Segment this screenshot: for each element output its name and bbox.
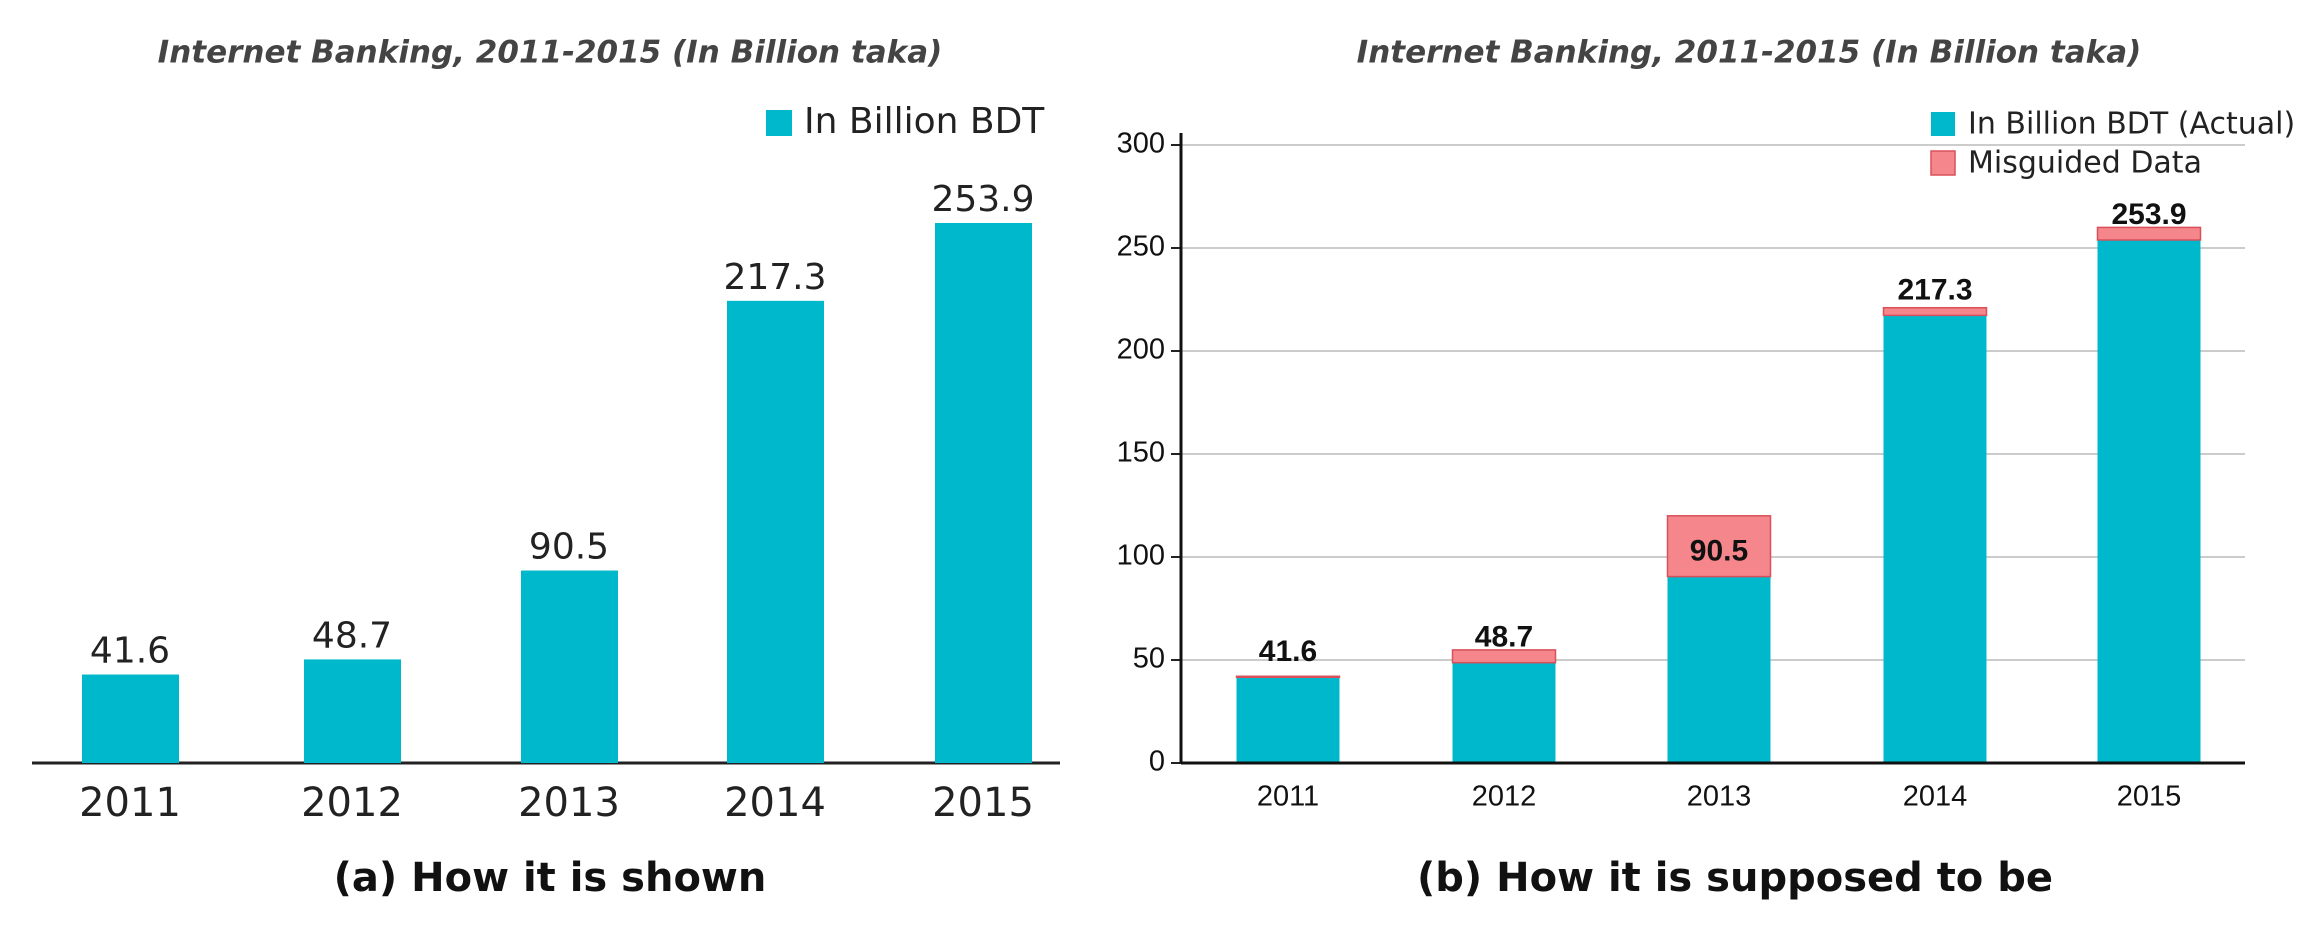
x-tick-label: 2015: [2117, 781, 2182, 813]
x-tick-label: 2015: [932, 780, 1034, 826]
legend-swatch: [766, 110, 792, 136]
data-label: 253.9: [2111, 198, 2186, 231]
caption: (a) How it is shown: [334, 855, 767, 901]
data-label: 217.3: [723, 257, 826, 298]
data-label: 253.9: [931, 179, 1034, 220]
x-tick-label: 2012: [301, 780, 403, 826]
bar: [521, 570, 618, 763]
bar-segment: [2097, 239, 2201, 763]
bar-segment: [1235, 675, 1341, 679]
x-tick-label: 2011: [79, 780, 181, 826]
bar-segment: [1666, 515, 1772, 578]
data-label: 41.6: [90, 631, 170, 672]
bar: [304, 659, 401, 763]
data-label: 48.7: [1475, 621, 1533, 654]
y-tick-label: 0: [1149, 746, 1165, 778]
caption: (b) How it is supposed to be: [1417, 855, 2053, 901]
data-label: 90.5: [1690, 534, 1748, 567]
bar-segment: [1667, 576, 1771, 763]
x-tick-label: 2014: [1903, 781, 1968, 813]
y-tick-label: 300: [1117, 128, 1165, 160]
chart-title: Internet Banking, 2011-2015 (In Billion …: [158, 35, 943, 71]
chart-title: Internet Banking, 2011-2015 (In Billion …: [1357, 35, 2142, 71]
bar: [82, 674, 179, 763]
x-tick-label: 2014: [724, 780, 826, 826]
y-tick-label: 100: [1117, 540, 1165, 572]
data-label: 48.7: [312, 615, 392, 656]
bar-segment: [1883, 315, 1987, 763]
bar-segment: [1452, 662, 1556, 763]
x-tick-label: 2013: [518, 780, 620, 826]
bar: [727, 300, 824, 763]
bar-segment: [1882, 306, 1988, 317]
legend-label: In Billion BDT (Actual): [1968, 107, 2295, 142]
data-label: 90.5: [529, 527, 609, 568]
legend-swatch: [1931, 112, 1955, 136]
bar-segment: [1451, 649, 1557, 664]
bar: [935, 223, 1032, 763]
data-label: 41.6: [1259, 635, 1317, 668]
bar-segment: [1236, 677, 1340, 763]
x-tick-label: 2011: [1257, 781, 1319, 813]
data-label: 217.3: [1897, 273, 1972, 306]
bar-segment: [2096, 226, 2202, 241]
y-tick-label: 50: [1133, 643, 1165, 675]
y-tick-label: 250: [1117, 231, 1165, 263]
y-tick-label: 200: [1117, 334, 1165, 366]
x-tick-label: 2012: [1472, 781, 1537, 813]
legend-label: In Billion BDT: [804, 101, 1045, 142]
x-tick-label: 2013: [1687, 781, 1752, 813]
legend-swatch: [1930, 150, 1956, 176]
y-tick-label: 150: [1117, 437, 1165, 469]
legend-label: Misguided Data: [1968, 146, 2202, 181]
